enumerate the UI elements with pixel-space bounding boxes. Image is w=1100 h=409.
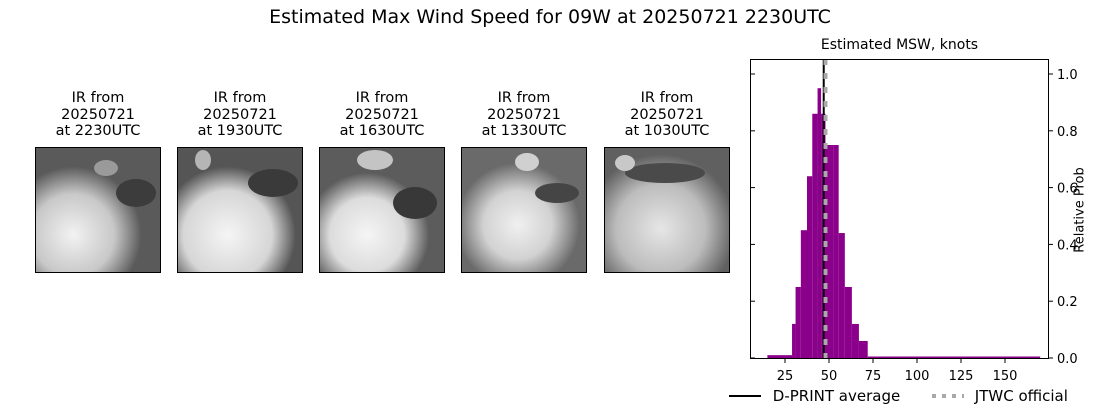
ir-panel-4: IR from 20250721 at 1330UTC — [461, 90, 587, 273]
reference-lines — [822, 59, 828, 358]
ir-panel-2: IR from 20250721 at 1930UTC — [177, 90, 303, 273]
histogram-bar — [767, 355, 793, 358]
histogram-bar — [800, 230, 807, 358]
histogram-bar — [825, 145, 834, 358]
panel-title-date: 20250721 — [345, 106, 419, 123]
ir-panel-5: IR from 20250721 at 1030UTC — [604, 90, 730, 273]
y-tick-label: 1.0 — [1057, 68, 1078, 83]
ir-panel-1: IR from 20250721 at 2230UTC — [35, 90, 161, 273]
histogram-bar — [817, 88, 822, 358]
ir-satellite-image — [177, 147, 303, 273]
y-tick-label: 0.2 — [1057, 295, 1078, 310]
y-axis-label: Relative Prob — [1072, 167, 1088, 253]
ir-satellite-image — [604, 147, 730, 273]
x-tick-label: 50 — [821, 369, 838, 384]
plot-frame — [750, 59, 1049, 359]
x-tick-label: 25 — [777, 369, 794, 384]
legend-item-jtwc: JTWC official — [930, 386, 1068, 406]
panel-title-time: at 1030UTC — [624, 123, 710, 139]
ir-panel-title: IR from 20250721 at 1630UTC — [319, 90, 445, 140]
y-tick-label: 0.0 — [1057, 352, 1078, 367]
panel-title-time: at 1930UTC — [197, 123, 283, 139]
x-tick-label: 125 — [949, 369, 974, 384]
histogram-bars — [767, 88, 1041, 358]
panel-title-line: IR from — [497, 90, 551, 106]
ir-panel-title: IR from 20250721 at 1930UTC — [177, 90, 303, 140]
x-tick-label: 100 — [905, 369, 930, 384]
panel-title-line: IR from — [640, 90, 694, 106]
y-tick-label: 0.8 — [1057, 125, 1078, 140]
panel-title-date: 20250721 — [203, 106, 277, 123]
panel-title-time: at 1330UTC — [481, 123, 567, 139]
histogram-bar — [867, 356, 1041, 358]
dotted-line-icon — [932, 394, 964, 398]
panel-title-time: at 2230UTC — [55, 123, 141, 139]
histogram-bar — [812, 113, 818, 358]
legend-item-dprint: D-PRINT average — [728, 386, 900, 406]
x-tick-label: 150 — [993, 369, 1018, 384]
ir-panel-title: IR from 20250721 at 1330UTC — [461, 90, 587, 140]
solid-line-icon — [729, 395, 761, 397]
panel-title-date: 20250721 — [61, 106, 135, 123]
legend-label-jtwc: JTWC official — [974, 386, 1068, 405]
x-tick-label: 75 — [865, 369, 882, 384]
histogram-bar — [858, 340, 868, 358]
histogram-bar — [792, 323, 796, 358]
histogram-bar — [807, 176, 813, 358]
ir-panel-3: IR from 20250721 at 1630UTC — [319, 90, 445, 273]
x-axis-ticks: 25 50 75 100 125 150 — [777, 358, 1018, 384]
ir-satellite-image — [461, 147, 587, 273]
ir-panel-title: IR from 20250721 at 1030UTC — [604, 90, 730, 140]
histogram-bar — [795, 287, 801, 358]
panel-title-date: 20250721 — [487, 106, 561, 123]
histogram-bar — [851, 323, 859, 358]
ir-satellite-image — [35, 147, 161, 273]
panel-title-line: IR from — [71, 90, 125, 106]
y-tick-label: 0.4 — [1057, 238, 1078, 253]
ir-satellite-image — [319, 147, 445, 273]
panel-title-line: IR from — [213, 90, 267, 106]
panel-title-time: at 1630UTC — [339, 123, 425, 139]
histogram-bar — [844, 287, 852, 358]
y-tick-label: 0.6 — [1057, 182, 1078, 197]
panel-title-date: 20250721 — [630, 106, 704, 123]
histogram-bar — [838, 233, 845, 358]
legend-label-dprint: D-PRINT average — [772, 386, 901, 405]
chart-title: Estimated MSW, knots — [820, 37, 979, 53]
histogram-bar — [833, 145, 839, 358]
panel-title-line: IR from — [355, 90, 409, 106]
figure-title: Estimated Max Wind Speed for 09W at 2025… — [269, 6, 831, 28]
ir-panel-title: IR from 20250721 at 2230UTC — [35, 90, 161, 140]
y-axis-ticks: 0.0 0.2 0.4 0.6 0.8 1.0 — [750, 68, 1078, 367]
